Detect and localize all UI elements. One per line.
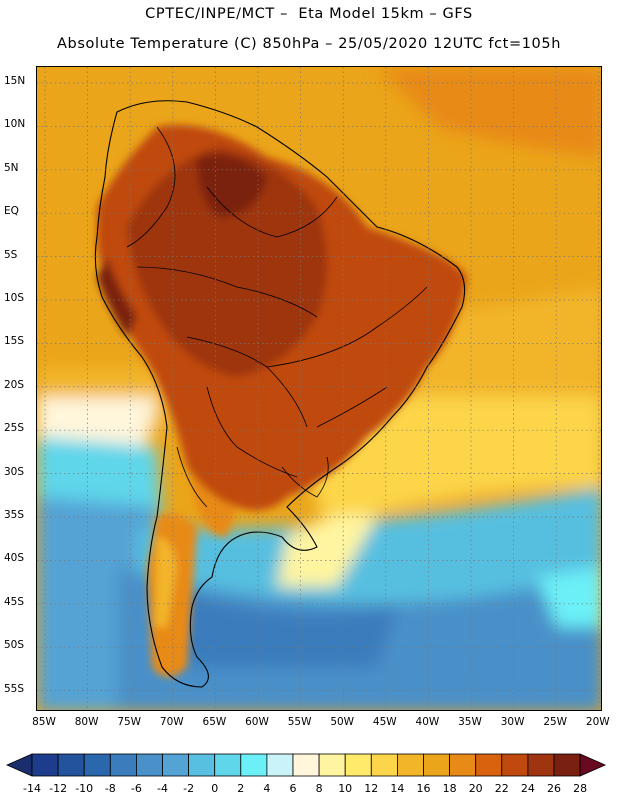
colorbar-segment <box>162 753 190 777</box>
map-title-line2: Absolute Temperature (C) 850hPa – 25/05/… <box>57 36 561 52</box>
colorbar-segment <box>553 753 581 777</box>
colorbar-tick-label: 14 <box>390 782 405 795</box>
colorbar-tick-label: 8 <box>315 782 323 795</box>
colorbar-segment <box>423 753 451 777</box>
lon-label: 70W <box>159 716 184 728</box>
colorbar-segment <box>240 753 268 777</box>
colorbar-tick-label: 28 <box>573 782 588 795</box>
colorbar-high-arrow <box>579 753 607 777</box>
lat-label: 30S <box>4 465 25 478</box>
colorbar-tick-label: -14 <box>23 782 41 795</box>
lon-label: 65W <box>202 716 227 728</box>
lat-label: 5S <box>4 248 18 261</box>
colorbar-segment <box>344 753 372 777</box>
colorbar-segment <box>292 753 320 777</box>
temperature-colorbar <box>6 753 607 777</box>
colorbar-tick-label: 20 <box>468 782 483 795</box>
colorbar-tick-label: 26 <box>547 782 561 795</box>
lon-label: 50W <box>330 716 355 728</box>
lon-label: 60W <box>245 716 269 728</box>
colorbar-segment <box>396 753 424 777</box>
lon-label: 45W <box>372 716 397 728</box>
colorbar-tick-label: 2 <box>237 782 245 795</box>
colorbar-tick-label: -4 <box>157 782 168 795</box>
colorbar-segment <box>475 753 503 777</box>
lon-label: 25W <box>543 716 568 728</box>
colorbar-segment <box>214 753 242 777</box>
colorbar-low-arrow <box>6 753 33 777</box>
lat-label: 45S <box>4 595 25 608</box>
colorbar-segment <box>109 753 137 777</box>
colorbar-tick-label: -10 <box>75 782 94 795</box>
lat-label: 15S <box>4 335 25 348</box>
colorbar-tick-label: -8 <box>104 782 116 795</box>
lat-label: 50S <box>4 639 25 652</box>
colorbar-tick-label: -12 <box>49 782 68 795</box>
lon-label: 55W <box>287 716 312 728</box>
colorbar-tick-label: -6 <box>130 782 142 795</box>
colorbar-segment <box>527 753 555 777</box>
colorbar-tick-label: 24 <box>520 782 535 795</box>
colorbar-segment <box>135 753 163 777</box>
lat-label: 5N <box>4 161 19 174</box>
lat-label: 10S <box>4 292 25 304</box>
lat-label: EQ <box>4 205 19 218</box>
colorbar-tick-label: 10 <box>338 782 353 795</box>
colorbar-segment <box>266 753 294 777</box>
colorbar-segment <box>188 753 216 777</box>
colorbar-segment <box>449 753 477 777</box>
lat-label: 40S <box>4 552 25 565</box>
colorbar-tick-label: 6 <box>289 782 297 795</box>
colorbar-tick-label: 12 <box>364 782 379 795</box>
colorbar-tick-label: 0 <box>211 782 219 795</box>
lon-label: 30W <box>500 716 525 728</box>
colorbar-segment <box>57 753 85 777</box>
colorbar-segment <box>370 753 398 777</box>
lon-label: 40W <box>415 716 440 728</box>
colorbar-tick-label: 18 <box>442 782 457 795</box>
lon-label: 35W <box>458 716 482 728</box>
lat-label: 25S <box>4 422 25 435</box>
colorbar-tick-label: 16 <box>416 782 431 795</box>
lon-label: 20W <box>585 716 610 728</box>
lat-label: 10N <box>4 118 26 131</box>
lat-label: 35S <box>4 509 25 521</box>
lon-label: 75W <box>117 716 142 728</box>
colorbar-segment <box>318 753 346 777</box>
lon-label: 85W <box>32 716 56 728</box>
colorbar-tick-label: 22 <box>494 782 509 795</box>
lat-label: 55S <box>4 682 25 695</box>
map-title-line1: CPTEC/INPE/MCT – Eta Model 15km – GFS <box>145 6 473 22</box>
lon-label: 80W <box>74 716 99 728</box>
colorbar-tick-label: -2 <box>183 782 195 795</box>
lat-label: 20S <box>4 378 25 391</box>
colorbar-tick-label: 4 <box>263 782 271 795</box>
colorbar-segment <box>501 753 529 777</box>
colorbar-segment <box>83 753 111 777</box>
lat-label: 15N <box>4 75 26 87</box>
temperature-map-graphic <box>37 67 601 710</box>
temperature-map <box>36 66 602 711</box>
colorbar-segment <box>31 753 59 777</box>
